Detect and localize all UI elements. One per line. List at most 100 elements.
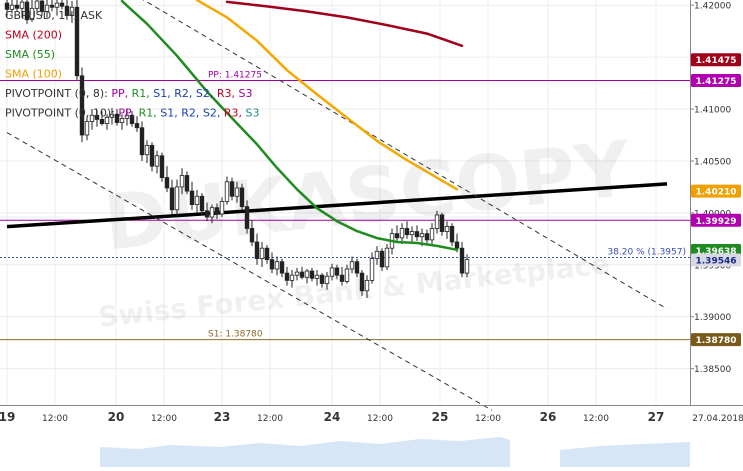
trendlines [6, 0, 668, 411]
black-trend-line [6, 182, 668, 229]
candle-body [394, 233, 400, 239]
candle [44, 0, 50, 18]
level-label: S1: 1.38780 [208, 330, 263, 340]
legend-entry: SMA (55) [5, 48, 55, 61]
candle [429, 223, 435, 245]
candle [204, 202, 210, 222]
candle [299, 266, 305, 280]
time-axis[interactable]: 19 12:00 20 12:00 23 12:00 24 12:00 25 12:00 26 12:… [0, 410, 743, 424]
time-tick-label: 12:00 [42, 414, 68, 424]
candle [164, 166, 170, 193]
time-tick-label: 20 [108, 410, 125, 424]
candle-body [454, 241, 460, 249]
channel-lower-line [6, 132, 493, 411]
candle [234, 181, 240, 203]
legend-entry-head: PIVOTPOINT (0, 8): [5, 87, 111, 100]
candle-body [39, 0, 45, 12]
candle [294, 267, 300, 281]
legend-entry-part: R3, [217, 87, 239, 100]
candle [89, 109, 95, 130]
candle-body [139, 127, 145, 156]
candle [354, 258, 360, 278]
candle-body [349, 261, 355, 270]
price-tag: 1.39546 [691, 253, 741, 267]
price-tag-label: 1.38780 [696, 336, 737, 346]
legend-entry-part: S2, [196, 87, 217, 100]
candle [214, 203, 220, 220]
candle-body [274, 261, 280, 270]
candle-body [339, 274, 345, 282]
candle [219, 197, 225, 218]
candle-body [419, 233, 425, 238]
candle [189, 181, 195, 210]
candle-body [444, 225, 450, 232]
candle-body [404, 228, 410, 236]
candle [119, 114, 125, 130]
candle [4, 0, 10, 17]
candle [439, 212, 445, 236]
candle-body [4, 2, 10, 10]
candle-body [79, 75, 85, 136]
candle [154, 150, 160, 174]
candle-body [14, 4, 20, 9]
plot-background [0, 0, 690, 405]
price-tick-label: 1.40500 [694, 157, 731, 167]
candle-body [134, 123, 140, 129]
candle [169, 179, 175, 215]
candle-body [144, 144, 150, 156]
candle [334, 264, 340, 280]
channel-upper-line [142, 0, 668, 310]
legend-entry-part: S1, [160, 107, 181, 120]
candle-body [59, 2, 65, 7]
candle-body [159, 155, 165, 178]
candle-body [279, 261, 285, 274]
legend-entry-head: PIVOTPOINT (0, 10): [5, 107, 118, 120]
candle-body [164, 177, 170, 189]
candle [449, 223, 455, 247]
candle [194, 190, 200, 213]
candle [319, 273, 325, 288]
candle-body [189, 190, 195, 205]
candle-body [214, 207, 220, 215]
candle [229, 177, 235, 201]
candle-body [194, 195, 200, 205]
navigator-volume-shape [100, 437, 690, 467]
time-tick-label: 12:00 [151, 414, 177, 424]
price-tag: 1.41475 [691, 53, 741, 67]
legend-entry: SMA (200) [5, 29, 62, 42]
candle-body [114, 113, 120, 123]
legend-entry-part: S3 [246, 107, 260, 120]
candle-body [124, 114, 130, 119]
time-tick-label: 19 [0, 410, 15, 424]
legend-entry-part: PP, [118, 107, 138, 120]
candle-body [129, 114, 135, 124]
candle-body [149, 144, 155, 167]
candle-body [314, 274, 320, 279]
candle [279, 258, 285, 278]
candle-body [299, 271, 305, 278]
time-tick-label: 25 [432, 410, 449, 424]
candle-body [254, 241, 260, 259]
candle [379, 248, 385, 272]
price-tick-label: 1.41000 [694, 106, 731, 116]
level-label: PP: 1.41275 [208, 70, 262, 80]
candle [104, 114, 110, 130]
candle [114, 109, 120, 126]
candle-body [359, 272, 365, 292]
candle [99, 111, 105, 126]
candle-body [304, 270, 310, 278]
price-tags: 1.41475 1.41275 1.40210 1.39929 1.396381.395… [691, 53, 741, 347]
legend-entry-part: R1, [139, 107, 161, 120]
candle-body [459, 247, 465, 274]
candle [29, 0, 35, 22]
candle-body [309, 270, 315, 279]
price-tag: 1.39929 [691, 213, 741, 227]
candle-body [84, 121, 90, 136]
candle [224, 176, 230, 205]
candle [199, 193, 205, 215]
candle [74, 0, 80, 80]
legend-entry-part: R3, [224, 107, 246, 120]
candle [149, 142, 155, 172]
candle [304, 268, 310, 284]
